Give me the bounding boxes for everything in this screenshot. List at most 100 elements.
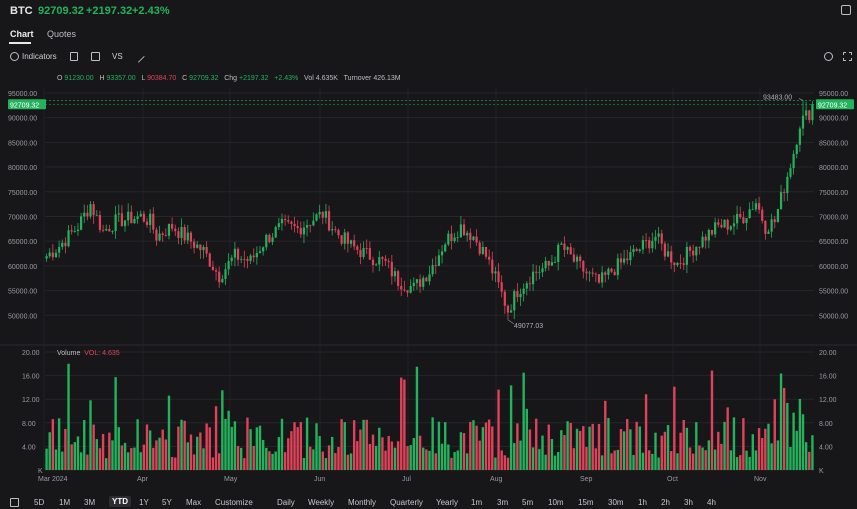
x-tick: May	[224, 476, 238, 483]
square-icon[interactable]	[91, 52, 100, 61]
volume-bar	[73, 442, 77, 470]
vs-button[interactable]: VS	[112, 52, 123, 61]
interval-daily[interactable]: Daily	[277, 498, 295, 507]
volume-bar	[497, 389, 500, 470]
candle	[349, 240, 353, 244]
tab-quotes[interactable]: Quotes	[47, 29, 77, 39]
candle	[673, 262, 676, 266]
high-marker	[798, 98, 804, 101]
volume-bar	[513, 443, 516, 470]
interval-30m[interactable]: 30m	[608, 498, 624, 507]
candle	[368, 248, 371, 260]
candle	[459, 224, 462, 238]
price-tick: 65000.00	[8, 239, 37, 246]
interval-2h[interactable]: 2h	[661, 498, 670, 507]
candle	[54, 252, 58, 258]
volume-bar	[629, 429, 632, 470]
range-5d[interactable]: 5D	[34, 498, 45, 507]
fullscreen-icon[interactable]	[843, 52, 852, 61]
volume-tick: 8.00	[22, 421, 36, 428]
volume-legend: Volume VOL: 4.635	[57, 350, 120, 357]
volume-bar	[79, 452, 83, 470]
interval-1h[interactable]: 1h	[638, 498, 647, 507]
candle	[503, 291, 506, 306]
candle	[437, 255, 441, 266]
volume-bar	[249, 429, 252, 470]
range-max[interactable]: Max	[186, 498, 202, 507]
candle	[550, 262, 554, 266]
range-5y[interactable]: 5Y	[162, 498, 172, 507]
candle	[375, 264, 378, 266]
candle-type-icon[interactable]	[70, 52, 78, 61]
candle	[79, 216, 83, 230]
settings-icon[interactable]	[824, 52, 833, 61]
interval-5m[interactable]: 5m	[522, 498, 534, 507]
pen-icon[interactable]	[132, 50, 145, 63]
range-1y[interactable]: 1Y	[139, 498, 149, 507]
price-chart[interactable]: 95000.00 95000.00 90000.00 90000.00 85000.00…	[0, 83, 857, 493]
volume-bar	[133, 447, 136, 470]
price-tick-right: 60000.00	[819, 264, 848, 271]
calendar-icon[interactable]	[10, 498, 19, 507]
interval-weekly[interactable]: Weekly	[308, 498, 335, 507]
volume-tick-right: K	[819, 468, 824, 475]
interval-yearly[interactable]: Yearly	[436, 498, 458, 507]
volume-bar	[315, 423, 318, 470]
volume-bar	[465, 453, 469, 470]
volume-bar	[236, 445, 240, 470]
candle	[651, 240, 654, 249]
volume-bar	[145, 424, 149, 470]
candle	[155, 229, 158, 241]
range-1m[interactable]: 1M	[59, 498, 71, 507]
interval-monthly[interactable]: Monthly	[348, 498, 377, 507]
tab-chart[interactable]: Chart	[10, 29, 34, 39]
interval-1m[interactable]: 1m	[471, 498, 483, 507]
expand-icon[interactable]	[841, 5, 851, 15]
volume-bar	[221, 390, 224, 470]
volume-bar	[208, 427, 211, 470]
volume-bar	[487, 419, 491, 470]
volume-bar	[792, 412, 795, 470]
volume-bar	[808, 451, 811, 470]
interval-10m[interactable]: 10m	[548, 498, 564, 507]
range-3m[interactable]: 3M	[84, 498, 96, 507]
interval-4h[interactable]: 4h	[707, 498, 716, 507]
x-tick: Mar 2024	[38, 476, 68, 483]
last-price-label-left: 92709.32	[10, 102, 39, 109]
candle	[704, 236, 707, 241]
volume-bar	[211, 457, 215, 470]
candle	[208, 253, 211, 267]
range-ytd[interactable]: YTD	[109, 496, 131, 507]
volume-bar	[148, 430, 152, 470]
candle	[478, 242, 481, 254]
interval-3m[interactable]: 3m	[497, 498, 509, 507]
interval-3h[interactable]: 3h	[684, 498, 693, 507]
price-tick: 50000.00	[8, 313, 37, 320]
volume-bar	[142, 444, 146, 470]
candle	[801, 115, 805, 129]
volume-bar	[346, 454, 350, 470]
volume-bar	[86, 454, 89, 470]
candle	[246, 259, 249, 261]
candle	[73, 231, 76, 232]
interval-quarterly[interactable]: Quarterly	[390, 498, 423, 507]
candle	[638, 249, 641, 252]
volume-bar	[362, 419, 365, 470]
volume-bar	[494, 457, 497, 470]
indicators-icon[interactable]	[10, 52, 19, 61]
volume-bar	[450, 457, 453, 470]
volume-bar	[365, 419, 368, 470]
volume-bar	[400, 377, 403, 470]
interval-15m[interactable]: 15m	[578, 498, 594, 507]
volume-bar	[378, 427, 381, 470]
candle	[588, 272, 591, 274]
range-customize[interactable]: Customize	[215, 498, 253, 507]
volume-bar	[368, 443, 372, 470]
candle	[393, 271, 397, 277]
indicators-button[interactable]: Indicators	[22, 52, 57, 61]
x-tick: Nov	[754, 476, 767, 483]
candle	[692, 250, 695, 256]
volume-bar	[123, 442, 127, 470]
x-tick: Aug	[490, 476, 503, 483]
candle	[648, 240, 651, 249]
